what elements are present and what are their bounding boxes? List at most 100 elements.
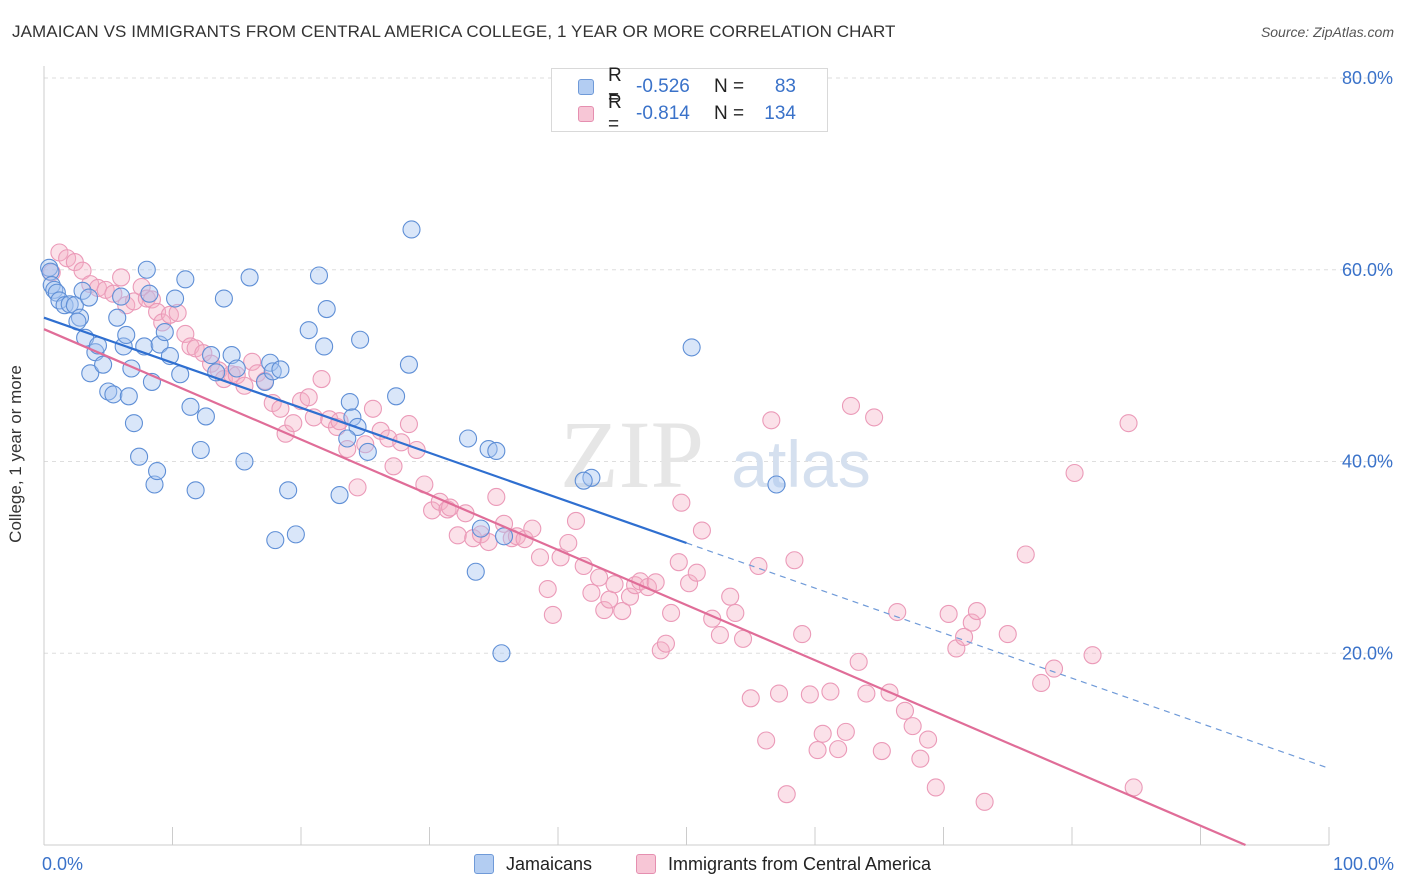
- data-point-central-america: [757, 731, 776, 750]
- data-point-jamaicans: [137, 260, 156, 279]
- data-point-jamaicans: [166, 289, 185, 308]
- x-tick-label: 100.0%: [1333, 854, 1394, 874]
- data-point-central-america: [841, 396, 861, 415]
- data-point-central-america: [872, 741, 891, 761]
- data-point-jamaicans: [227, 359, 246, 378]
- data-point-central-america: [687, 563, 706, 582]
- data-point-jamaicans: [387, 387, 406, 406]
- data-point-jamaicans: [112, 287, 131, 306]
- data-point-jamaicans: [235, 452, 254, 471]
- axes: [43, 66, 1330, 846]
- data-point-jamaicans: [45, 280, 64, 299]
- data-point-central-america: [813, 724, 832, 743]
- data-point-jamaicans: [574, 471, 593, 490]
- data-point-jamaicans: [682, 338, 701, 357]
- data-point-jamaicans: [41, 262, 60, 281]
- data-point-jamaicans: [55, 296, 74, 315]
- data-point-central-america: [857, 684, 876, 703]
- data-point-jamaicans: [108, 308, 127, 327]
- data-point-central-america: [1083, 646, 1102, 665]
- data-point-central-america: [530, 548, 550, 567]
- data-point-central-america: [559, 533, 578, 553]
- data-point-central-america: [1044, 659, 1064, 678]
- data-point-central-america: [669, 553, 688, 572]
- data-point-jamaicans: [479, 439, 498, 459]
- data-point-central-america: [73, 261, 92, 280]
- chart-source: Source: ZipAtlas.com: [1260, 24, 1394, 40]
- data-point-central-america: [998, 625, 1017, 644]
- legend-n-label: N =: [714, 103, 745, 124]
- data-point-central-america: [888, 602, 907, 622]
- data-point-jamaicans: [315, 337, 334, 356]
- data-point-jamaicans: [117, 325, 136, 344]
- data-point-central-america: [762, 411, 781, 430]
- watermark: ZIP atlas: [560, 401, 871, 508]
- data-point-central-america: [1032, 673, 1051, 693]
- data-point-central-america: [613, 602, 632, 621]
- data-point-jamaicans: [60, 295, 79, 314]
- legend-item-jamaicans: Jamaicans: [474, 852, 592, 876]
- data-point-central-america: [42, 263, 61, 282]
- data-point-central-america: [919, 730, 938, 749]
- data-point-central-america: [741, 689, 760, 708]
- legend-n-value: 83: [774, 76, 796, 97]
- data-point-central-america: [939, 604, 958, 623]
- data-point-central-america: [605, 575, 624, 594]
- data-point-central-america: [590, 568, 609, 587]
- data-point-central-america: [836, 722, 855, 741]
- data-point-jamaicans: [94, 355, 113, 374]
- data-point-jamaicans: [79, 288, 99, 307]
- data-point-central-america: [926, 778, 945, 797]
- data-point-jamaicans: [119, 387, 138, 406]
- legend-r-value: -0.814: [636, 103, 690, 124]
- series-jamaicans-points: [40, 220, 786, 663]
- y-tick-label: 20.0%: [1342, 643, 1393, 663]
- data-point-central-america: [284, 414, 303, 433]
- data-point-central-america: [672, 493, 691, 512]
- data-point-jamaicans: [286, 525, 305, 544]
- data-point-jamaicans: [155, 323, 174, 342]
- data-point-jamaicans: [309, 266, 329, 285]
- data-point-central-america: [543, 605, 562, 624]
- data-point-central-america: [338, 439, 357, 459]
- data-point-central-america: [471, 525, 490, 544]
- legend-swatch: [474, 854, 494, 874]
- legend-r-value: -0.526: [636, 76, 690, 97]
- data-point-jamaicans: [338, 429, 357, 448]
- data-point-central-america: [1119, 414, 1138, 433]
- data-point-jamaicans: [186, 481, 205, 500]
- data-point-jamaicans: [181, 397, 200, 416]
- data-point-jamaicans: [767, 475, 786, 494]
- data-point-central-america: [962, 613, 981, 632]
- trend-line-central-america: [43, 328, 1246, 847]
- data-point-central-america: [1065, 463, 1084, 483]
- data-point-central-america: [967, 602, 986, 621]
- data-point-central-america: [160, 305, 179, 324]
- data-point-jamaicans: [73, 281, 92, 300]
- data-point-central-america: [523, 519, 542, 538]
- data-point-central-america: [793, 625, 812, 644]
- data-point-central-america: [620, 587, 640, 606]
- data-point-central-america: [487, 487, 506, 507]
- data-point-central-america: [448, 526, 467, 545]
- data-point-central-america: [582, 583, 601, 602]
- data-point-jamaicans: [299, 321, 318, 340]
- legend-r-label: R =: [608, 65, 622, 108]
- data-point-central-america: [911, 749, 930, 768]
- data-point-jamaicans: [330, 486, 349, 505]
- data-point-central-america: [710, 625, 729, 645]
- data-point-jamaicans: [402, 220, 421, 239]
- data-point-central-america: [808, 741, 827, 760]
- data-point-jamaicans: [317, 300, 336, 319]
- data-point-central-america: [1016, 545, 1035, 564]
- data-point-jamaicans: [266, 531, 285, 550]
- legend-label: Immigrants from Central America: [668, 853, 932, 874]
- legend-swatch: [636, 854, 656, 874]
- data-point-jamaicans: [492, 644, 511, 663]
- x-tick-label: 0.0%: [42, 854, 83, 874]
- chart-title: JAMAICAN VS IMMIGRANTS FROM CENTRAL AMER…: [12, 22, 896, 41]
- trend-lines: [43, 316, 1330, 847]
- legend-row-jamaicans: R = -0.526 N = 83: [578, 65, 796, 108]
- data-point-central-america: [656, 634, 675, 653]
- data-point-central-america: [692, 521, 711, 540]
